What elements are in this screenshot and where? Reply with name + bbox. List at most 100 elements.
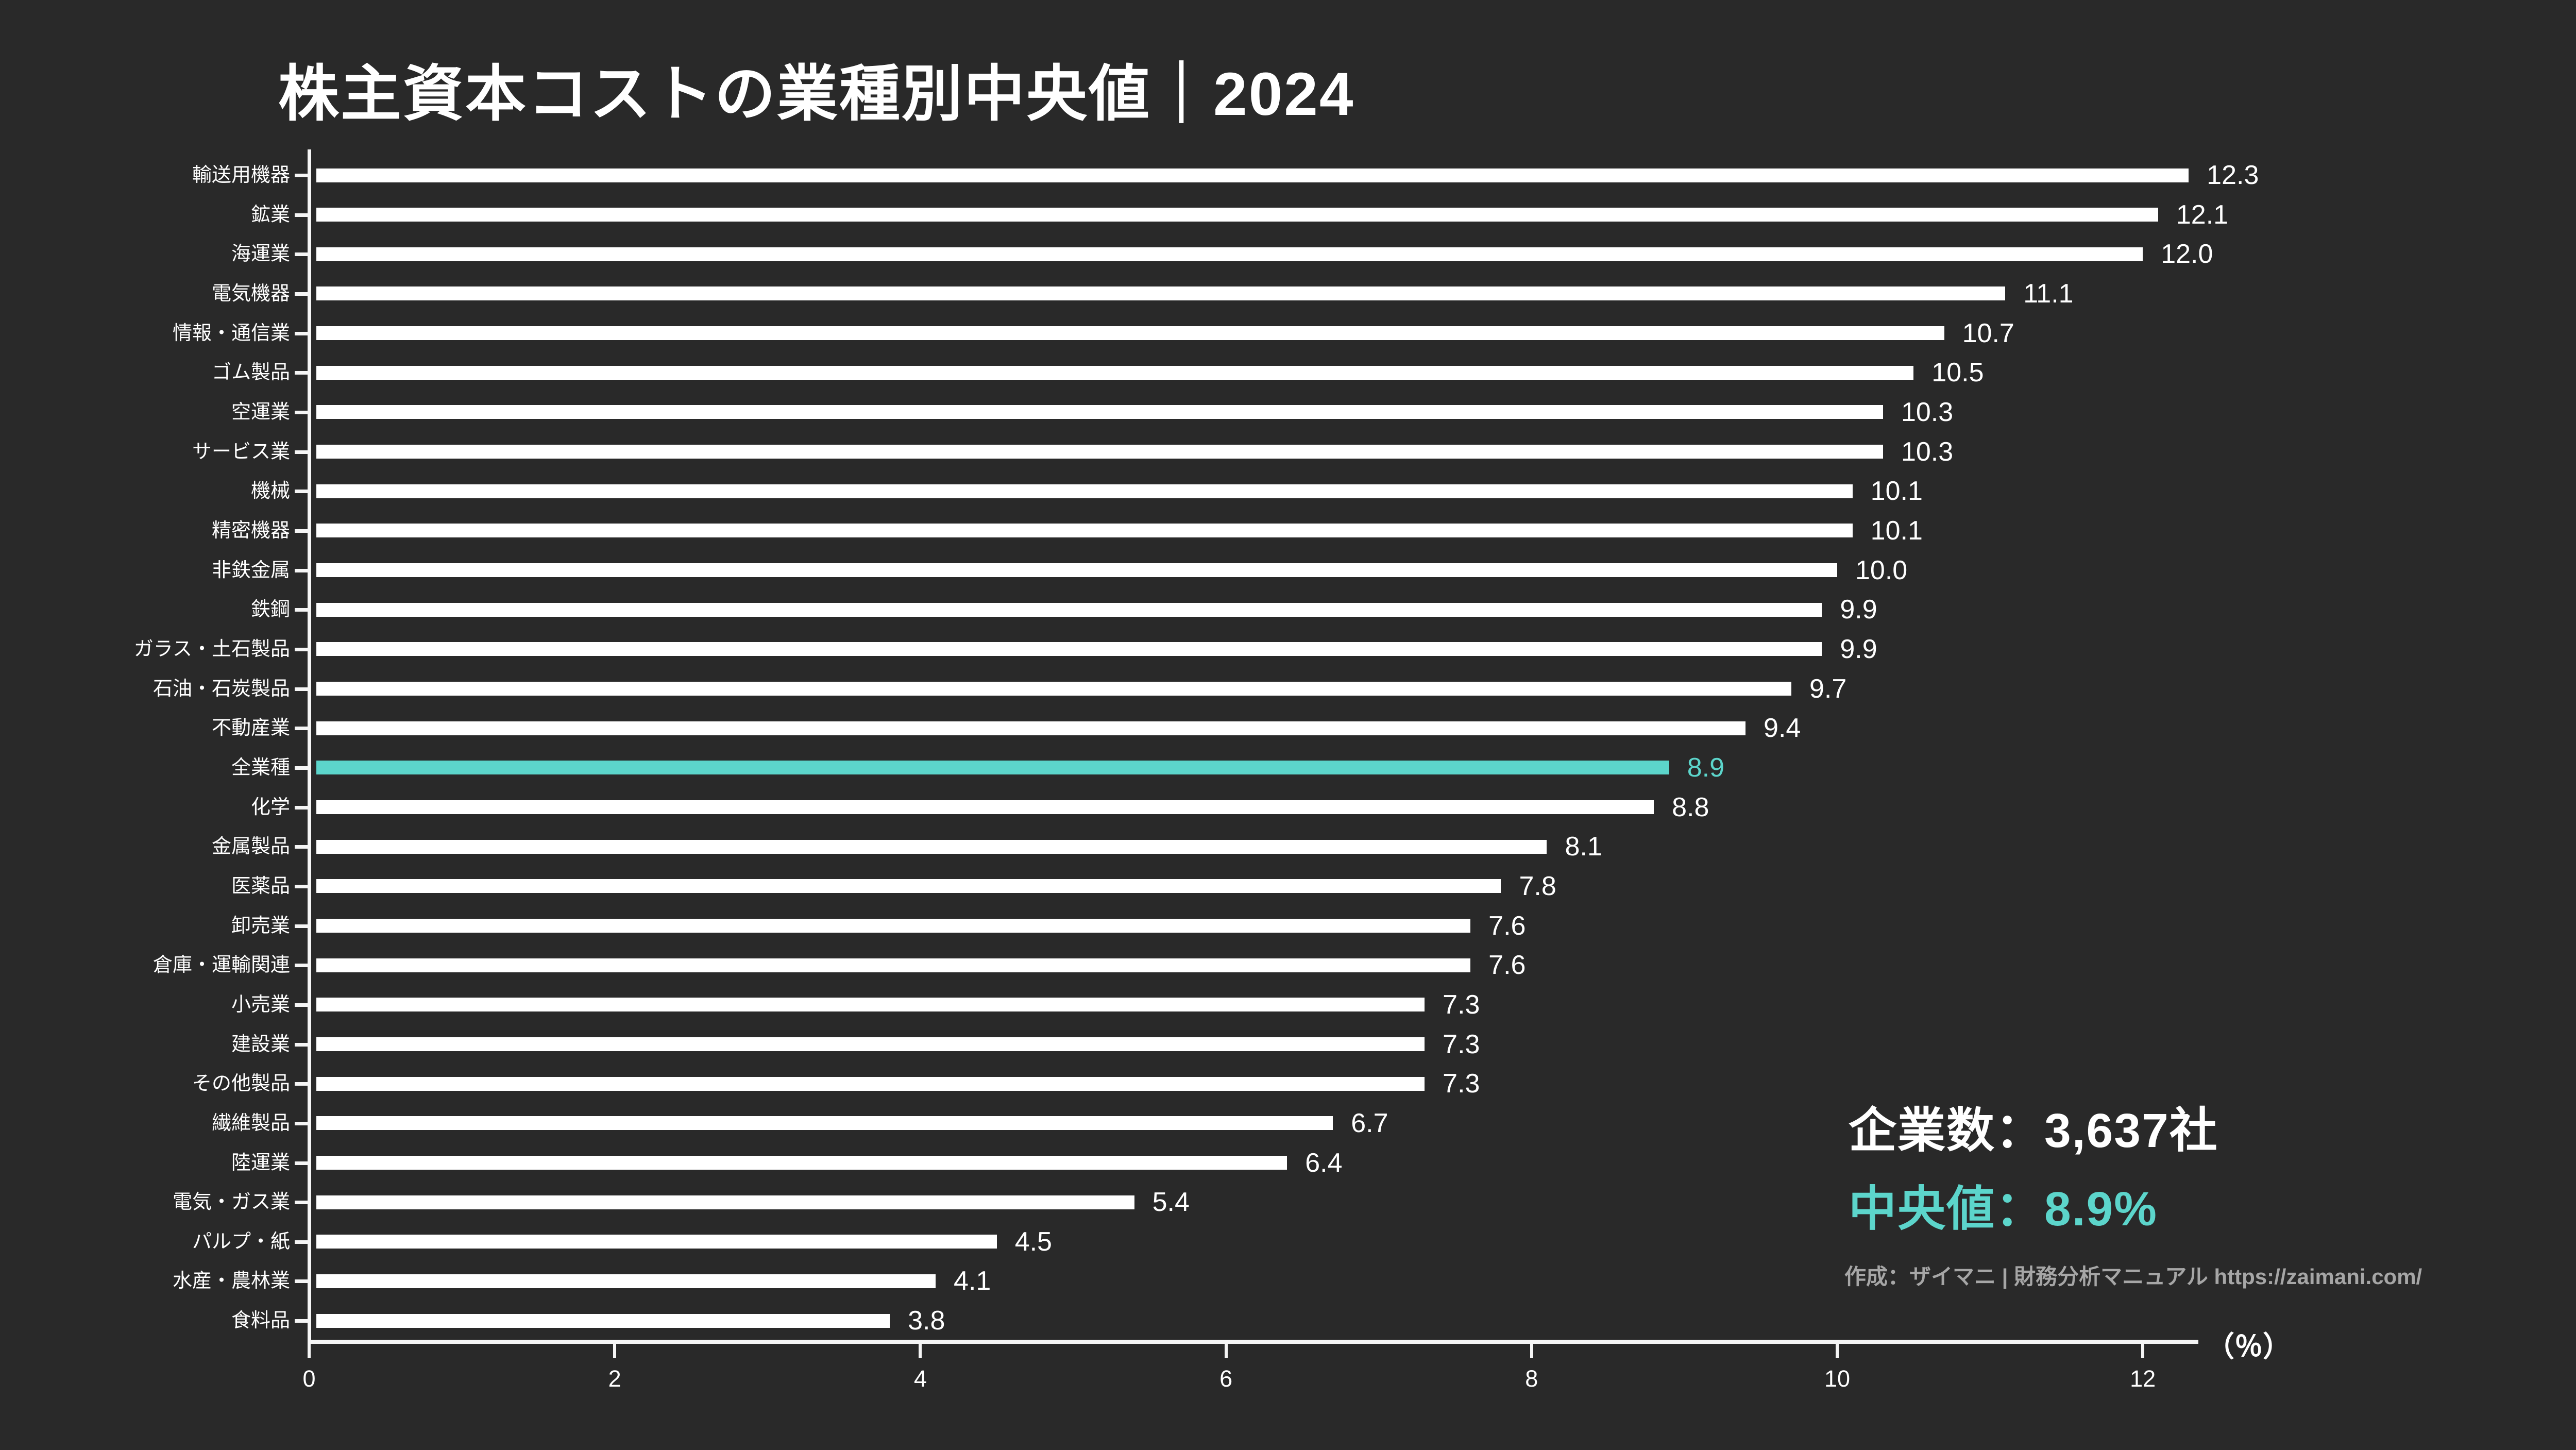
value-label: 8.8 — [1672, 792, 1709, 822]
bar — [316, 1076, 1425, 1091]
y-axis-tick — [295, 568, 308, 572]
y-axis-tick — [295, 647, 308, 651]
bar — [316, 839, 1547, 854]
category-label: 海運業 — [231, 243, 290, 265]
y-axis-tick — [295, 1082, 308, 1086]
bar — [316, 1037, 1425, 1052]
y-axis-tick — [295, 805, 308, 810]
x-axis-tick — [1530, 1344, 1533, 1358]
y-axis-tick — [295, 1042, 308, 1047]
x-axis-tick-label: 6 — [1219, 1365, 1233, 1392]
x-axis-tick — [2141, 1344, 2145, 1358]
bar — [316, 405, 1883, 419]
chart-title: 株主資本コストの業種別中央値｜2024 — [278, 60, 1355, 128]
y-axis-tick — [295, 450, 308, 454]
y-axis-tick — [295, 1240, 308, 1244]
y-axis-tick — [295, 371, 308, 375]
y-axis-tick — [295, 884, 308, 888]
value-label: 10.1 — [1870, 476, 1923, 507]
y-axis-tick — [295, 292, 308, 296]
x-axis-tick-label: 0 — [302, 1365, 316, 1392]
bar — [316, 445, 1883, 459]
category-label: パルプ・紙 — [192, 1230, 290, 1253]
value-label: 7.3 — [1443, 1029, 1480, 1059]
y-axis-tick — [295, 845, 308, 849]
bar — [316, 721, 1746, 735]
bar — [316, 1274, 936, 1288]
value-label: 9.4 — [1764, 713, 1801, 744]
bar — [316, 208, 2158, 222]
bar — [316, 168, 2189, 182]
value-label: 10.3 — [1901, 436, 1954, 467]
value-label: 7.3 — [1443, 1069, 1480, 1099]
bar — [316, 286, 2006, 301]
value-label: 6.4 — [1305, 1148, 1343, 1178]
category-label: 不動産業 — [211, 717, 290, 739]
value-label: 4.5 — [1014, 1226, 1052, 1257]
bar — [316, 800, 1654, 815]
y-axis-tick — [295, 687, 308, 691]
category-label: その他製品 — [192, 1073, 290, 1095]
category-label: 小売業 — [231, 993, 290, 1016]
bar — [316, 1195, 1134, 1209]
bar — [316, 1116, 1333, 1131]
y-axis-tick — [295, 252, 308, 257]
category-label: 全業種 — [231, 756, 290, 779]
category-label: 情報・通信業 — [172, 322, 290, 344]
y-axis-tick — [295, 1121, 308, 1125]
bar — [316, 365, 1914, 380]
category-label: 陸運業 — [231, 1152, 290, 1174]
category-label: 繊維製品 — [211, 1112, 290, 1134]
y-axis-tick — [295, 924, 308, 928]
y-axis-tick — [295, 766, 308, 770]
value-label: 12.1 — [2176, 199, 2229, 230]
x-axis-tick — [308, 1344, 311, 1358]
category-label: 医薬品 — [231, 875, 290, 897]
bar — [316, 958, 1471, 972]
y-axis-tick — [295, 964, 308, 968]
credit-text: 作成：ザイマニ | 財務分析マニュアル https://zaimani.com/ — [1844, 1264, 2422, 1289]
y-axis-tick — [295, 490, 308, 494]
x-axis-tick-label: 8 — [1525, 1365, 1538, 1392]
x-axis-tick-label: 2 — [608, 1365, 621, 1392]
bar — [316, 1313, 890, 1328]
category-label: 鉄鋼 — [250, 599, 290, 621]
value-label: 8.1 — [1565, 832, 1602, 862]
x-axis-tick-label: 12 — [2130, 1365, 2156, 1392]
value-label: 10.1 — [1870, 515, 1923, 546]
category-label: 輸送用機器 — [192, 164, 290, 186]
value-label: 10.5 — [1931, 358, 1984, 388]
bar — [316, 642, 1822, 656]
y-axis-tick — [295, 410, 308, 414]
bar — [316, 326, 1944, 341]
bar — [316, 524, 1853, 538]
y-axis-line — [308, 149, 311, 1344]
bar — [316, 1156, 1287, 1170]
category-label: 非鉄金属 — [211, 559, 290, 581]
x-axis-tick — [1836, 1344, 1839, 1358]
category-label: サービス業 — [192, 441, 290, 463]
value-label: 12.3 — [2207, 160, 2259, 190]
axis-unit-label: （％） — [2206, 1330, 2292, 1362]
y-axis-tick — [295, 331, 308, 335]
value-label: 7.3 — [1443, 989, 1480, 1020]
category-label: 空運業 — [231, 401, 290, 423]
value-label: 12.0 — [2161, 239, 2213, 269]
x-axis-tick — [613, 1344, 617, 1358]
bar — [316, 682, 1792, 696]
value-label: 7.6 — [1488, 950, 1526, 981]
x-axis-tick — [1224, 1344, 1228, 1358]
category-label: 機械 — [250, 480, 290, 502]
y-axis-tick — [295, 174, 308, 177]
x-axis-tick-label: 10 — [1824, 1365, 1851, 1392]
value-label: 10.7 — [1962, 318, 2014, 348]
category-label: 化学 — [250, 796, 290, 818]
y-axis-tick — [295, 727, 308, 731]
value-label: 7.8 — [1519, 871, 1556, 901]
category-label: 鉱業 — [250, 204, 290, 226]
category-label: 電気・ガス業 — [172, 1191, 290, 1213]
bar — [316, 998, 1425, 1012]
bar — [316, 563, 1837, 578]
y-axis-tick — [295, 1161, 308, 1165]
